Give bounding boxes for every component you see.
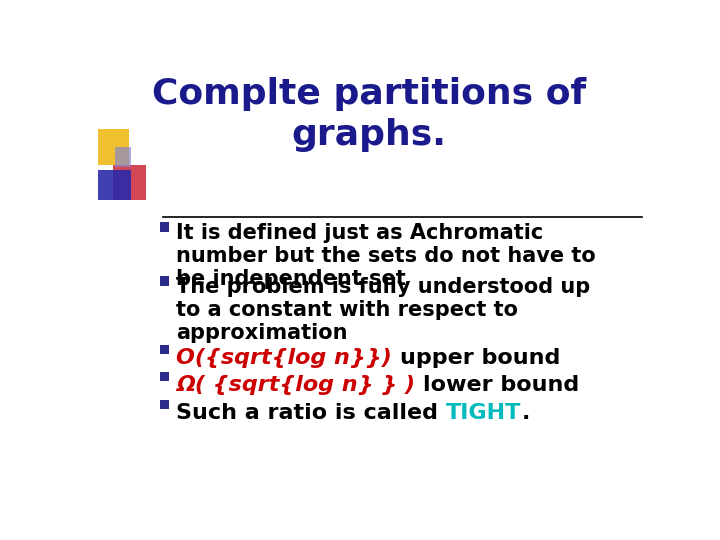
- Text: .: .: [521, 403, 530, 423]
- Bar: [99, 129, 129, 165]
- Bar: [160, 222, 168, 232]
- Text: O({sqrt{log n}}): O({sqrt{log n}}): [176, 348, 400, 368]
- Bar: [114, 165, 145, 200]
- Text: The problem is fully understood up
to a constant with respect to
approximation: The problem is fully understood up to a …: [176, 277, 590, 342]
- Text: Such a ratio is called: Such a ratio is called: [176, 403, 446, 423]
- Bar: [160, 372, 168, 381]
- Text: Ω( {sqrt{log n} } ): Ω( {sqrt{log n} } ): [176, 375, 423, 395]
- Text: upper bound: upper bound: [400, 348, 560, 368]
- Text: Complte partitions of
graphs.: Complte partitions of graphs.: [152, 77, 586, 152]
- Bar: [160, 276, 168, 286]
- Text: lower bound: lower bound: [423, 375, 580, 395]
- Bar: [160, 400, 168, 409]
- Bar: [99, 170, 131, 200]
- Bar: [114, 147, 131, 167]
- Text: It is defined just as Achromatic
number but the sets do not have to
be independe: It is defined just as Achromatic number …: [176, 223, 596, 288]
- Bar: [160, 345, 168, 354]
- Text: TIGHT: TIGHT: [446, 403, 521, 423]
